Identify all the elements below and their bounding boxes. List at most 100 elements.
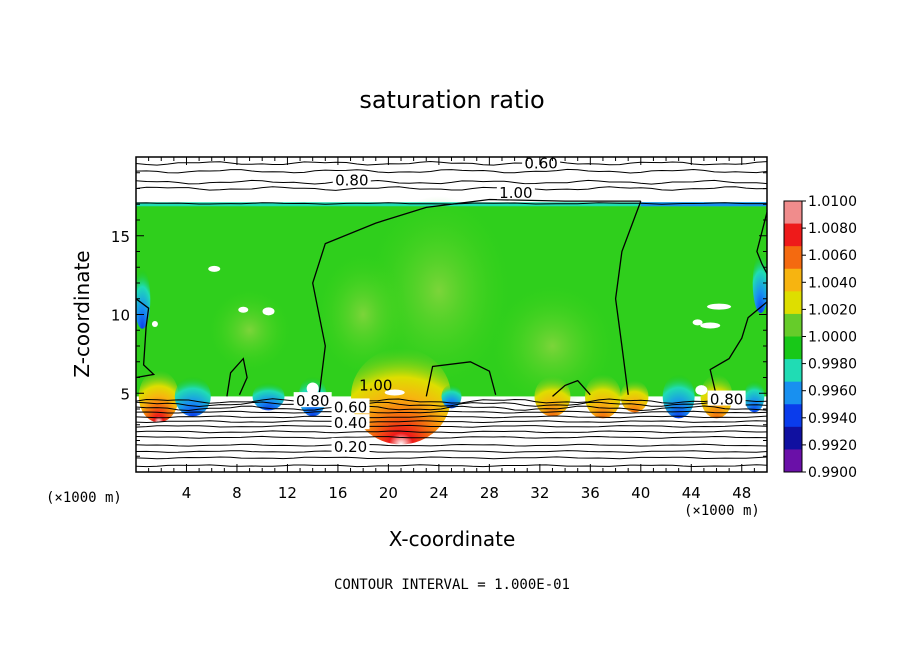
x-tick-label: 16 (328, 484, 347, 502)
contour-label-bg (522, 154, 561, 170)
colorbar-swatch (784, 449, 802, 473)
colorbar-label: 0.9900 (808, 465, 857, 481)
contour-line-one (552, 379, 591, 397)
x-tick-label: 32 (530, 484, 549, 502)
contour-line-one (312, 198, 641, 397)
contour-line-one (226, 357, 248, 397)
contour-line-one (709, 301, 767, 397)
colorbar-swatch (784, 246, 802, 270)
contour-labels: 0.600.801.001.000.80 0.600.400.200.80 (293, 154, 746, 456)
x-unit-right: (×1000 m) (684, 503, 760, 519)
contour-line-lower (136, 401, 767, 408)
contour-label: 0.60 (334, 398, 367, 416)
light-green-patch (209, 290, 290, 371)
contour-line-lower (136, 443, 767, 447)
contour-label-bg (293, 392, 332, 408)
colorbar-label: 0.9940 (808, 411, 857, 427)
dry-pocket (306, 382, 319, 395)
contour-label-bg (332, 171, 371, 187)
contour-line-one (756, 211, 767, 274)
light-green-patch (318, 254, 409, 375)
contour-label: 0.80 (296, 392, 329, 410)
contour-line-lower (136, 435, 767, 439)
contour-line-lower (136, 410, 767, 414)
colorbar-swatch (784, 313, 802, 337)
contour-line-upper (136, 168, 767, 174)
colorbar-swatch (784, 404, 802, 428)
contour-line-lower (136, 398, 767, 405)
contour-label-bg (331, 437, 370, 453)
contour-label: 1.00 (499, 184, 532, 202)
contour-line-lower (136, 405, 767, 412)
contour-label-bg (707, 390, 746, 406)
y-tick-label: 15 (111, 228, 130, 246)
contour-line-lower (136, 464, 767, 468)
x-tick-label: 28 (480, 484, 499, 502)
dry-pocket (692, 319, 703, 326)
contour-line-upper (136, 179, 767, 185)
contour-line-lower (136, 424, 767, 428)
x-tick-label: 8 (232, 484, 242, 502)
contour-label-bg (331, 398, 370, 414)
contour-interval-note: CONTOUR INTERVAL = 1.000E-01 (333, 577, 570, 593)
contour-line-one (136, 298, 156, 379)
warm-plume (138, 370, 179, 423)
contour-line-lower (136, 450, 767, 453)
x-tick-label: 20 (379, 484, 398, 502)
dry-pocket (262, 307, 275, 316)
x-tick-label: 36 (581, 484, 600, 502)
x-tick-label: 40 (631, 484, 650, 502)
x-tick-label: 24 (429, 484, 448, 502)
x-unit-left: (×1000 m) (46, 490, 122, 506)
contour-line-upper (136, 186, 767, 191)
contour-label: 0.40 (334, 414, 367, 432)
colorbar-label: 1.0100 (808, 194, 857, 210)
contour-line-lower (136, 415, 767, 419)
dry-pocket (238, 306, 249, 313)
contour-label-bg (496, 184, 535, 200)
chart-title: saturation ratio (359, 86, 545, 114)
colorbar-label: 0.9960 (808, 384, 857, 400)
contour-line-lower (136, 456, 767, 460)
contour-label: 0.60 (524, 154, 557, 172)
dry-pocket (700, 322, 721, 329)
contour-line-one (614, 200, 642, 395)
colorbar-label: 0.9920 (808, 438, 857, 454)
x-tick-label: 44 (682, 484, 701, 502)
contour-line-lower (136, 420, 767, 424)
colorbar-swatch (784, 201, 802, 225)
cool-patch-left (136, 268, 151, 329)
dry-pocket (384, 389, 405, 396)
colorbar-swatch (784, 268, 802, 292)
y-tick-label: 5 (120, 385, 130, 403)
dry-pocket (208, 265, 221, 272)
dry-pocket (695, 385, 708, 396)
colorbar-label: 1.0080 (808, 221, 857, 237)
x-axis-label: X-coordinate (388, 527, 516, 551)
cloud-top-edge-blue (640, 202, 767, 207)
colorbar-label: 1.0000 (808, 330, 857, 346)
contour-label: 0.20 (334, 438, 367, 456)
contour-lines (136, 160, 767, 468)
colorbar-label: 1.0060 (808, 248, 857, 264)
contour-label: 1.00 (359, 376, 392, 394)
colorbar-label: 1.0020 (808, 302, 857, 318)
colorbar-label: 0.9980 (808, 357, 857, 373)
colorbar: 1.0100 1.0080 1.0060 1.0040 1.0020 1.0000 0.99… (783, 194, 857, 481)
colorbar-swatch (784, 223, 802, 247)
contour-line-one (425, 361, 497, 397)
dry-pocket (151, 320, 158, 327)
x-tick-label: 4 (182, 484, 192, 502)
colorbar-swatch (784, 359, 802, 383)
x-tick-label: 48 (732, 484, 751, 502)
x-tick-label: 12 (278, 484, 297, 502)
colorbar-swatch (784, 426, 802, 450)
warm-plume (534, 376, 571, 417)
colorbar-swatch (784, 291, 802, 315)
colorbar-swatch (784, 336, 802, 360)
cool-patch (252, 382, 285, 411)
contour-line-cloud-top (136, 202, 767, 205)
contour-line-lower (136, 430, 767, 434)
